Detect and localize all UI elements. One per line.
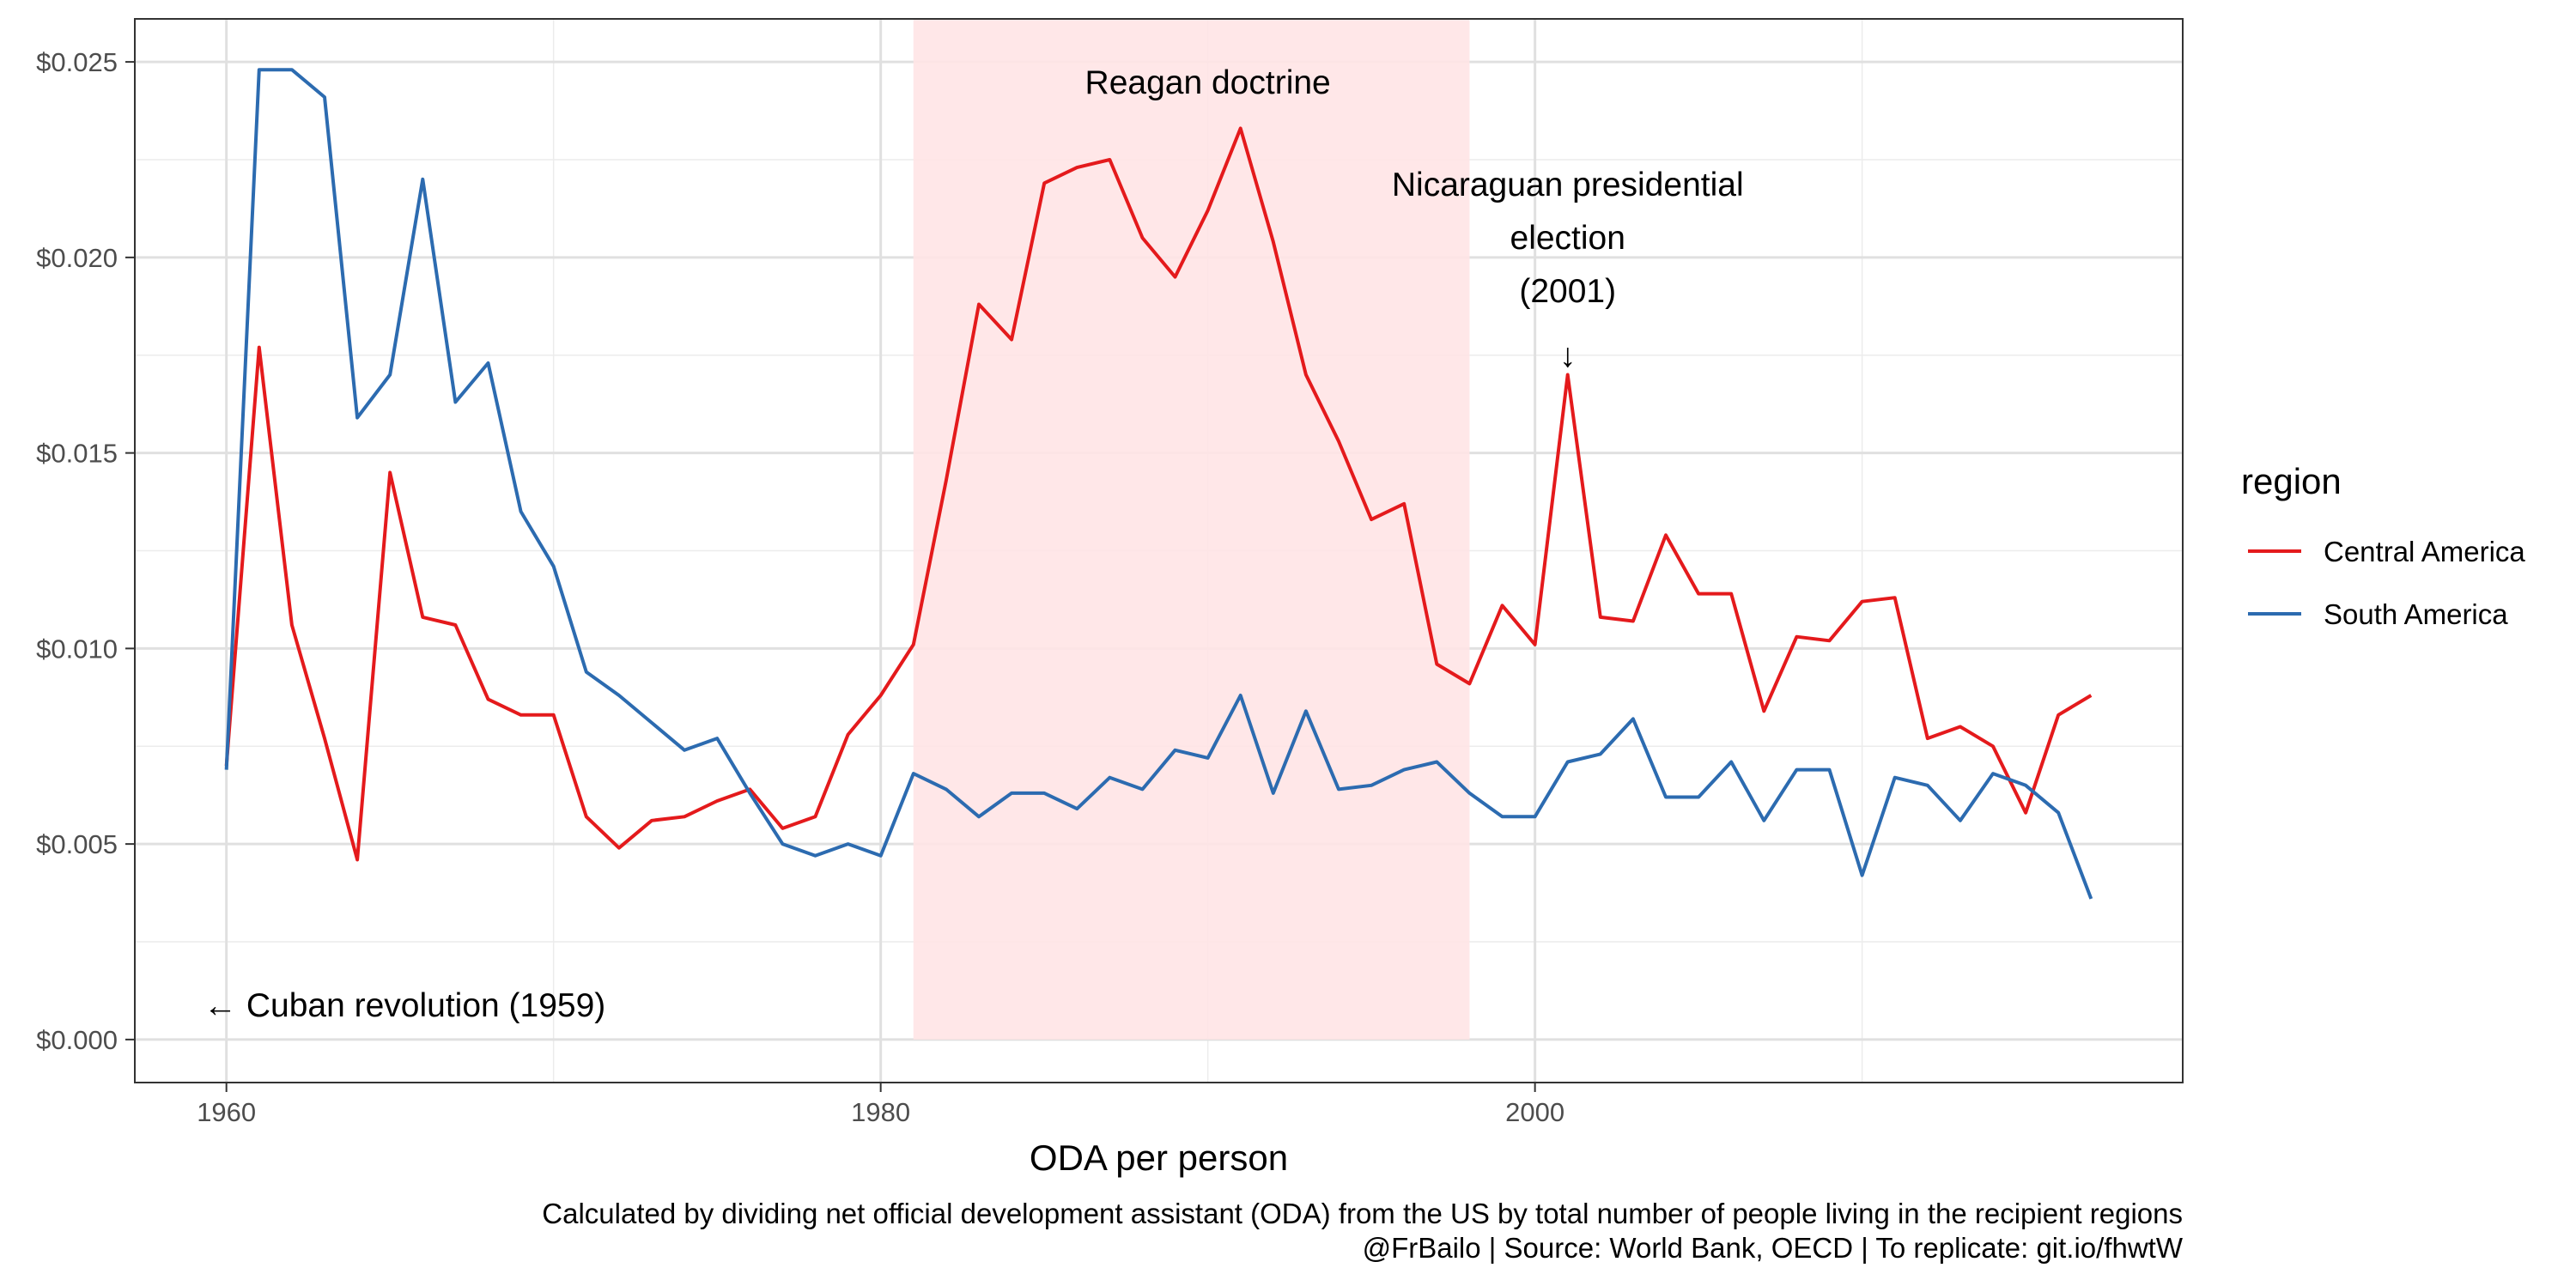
- y-tick-label: $0.000: [36, 1025, 118, 1055]
- series-line-south-america: [224, 68, 2093, 900]
- axes: 1960 1980 2000 $0.000 $0.005 $0.010 $0.015 $0.0…: [36, 47, 1564, 1127]
- annotation-reagan-doctrine: Reagan doctrine: [1085, 64, 1331, 101]
- arrow-down-icon: ↓: [1559, 337, 1577, 374]
- legend-title: region: [2241, 461, 2342, 501]
- plot-panel: [134, 18, 2184, 1083]
- y-tick-label: $0.025: [36, 47, 118, 77]
- legend-label: Central America: [2324, 536, 2525, 567]
- annotation-line: Nicaraguan presidential: [1392, 167, 1744, 203]
- x-tick-label: 1980: [851, 1097, 910, 1127]
- legend: region Central America South America: [2241, 461, 2525, 630]
- annotation-line: election: [1510, 220, 1625, 257]
- legend-item: Central America: [2248, 536, 2525, 567]
- x-tick-label: 2000: [1505, 1097, 1564, 1127]
- y-tick-label: $0.015: [36, 439, 118, 469]
- series-line-central-america: [224, 126, 2093, 862]
- reagan-doctrine-shading: [913, 19, 1470, 1040]
- legend-label: South America: [2324, 598, 2508, 630]
- caption: Calculated by dividing net official deve…: [542, 1198, 2184, 1264]
- x-axis-title: ODA per person: [1030, 1137, 1288, 1178]
- annotation-cuban-revolution: ← Cuban revolution (1959): [204, 987, 605, 1024]
- y-tick-label: $0.020: [36, 243, 118, 273]
- annotations: Reagan doctrine Nicaraguan presidential el…: [204, 64, 1744, 1024]
- caption-line: @FrBailo | Source: World Bank, OECD | To…: [1363, 1232, 2184, 1264]
- annotation-line: (2001): [1519, 273, 1616, 310]
- legend-item: South America: [2248, 598, 2508, 630]
- annotation-nicaraguan-election: Nicaraguan presidential election (2001) ↓: [1392, 167, 1744, 374]
- x-tick-label: 1960: [197, 1097, 256, 1127]
- y-tick-label: $0.005: [36, 829, 118, 859]
- panel-border: [134, 18, 2184, 1083]
- y-tick-label: $0.010: [36, 634, 118, 664]
- caption-line: Calculated by dividing net official deve…: [542, 1198, 2183, 1229]
